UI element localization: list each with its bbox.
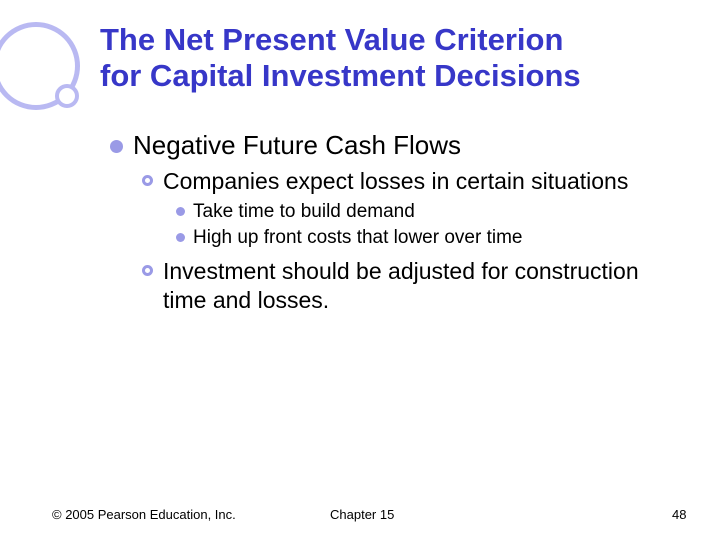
slide: The Net Present Value Criterion for Capi… xyxy=(0,0,720,540)
level2-group: Companies expect losses in certain situa… xyxy=(142,167,670,315)
disc-bullet-icon xyxy=(176,207,185,216)
bullet-level3: Take time to build demand xyxy=(176,200,670,224)
bullet-level2: Investment should be adjusted for constr… xyxy=(142,257,670,315)
bullet-level3: High up front costs that lower over time xyxy=(176,226,670,250)
bullet-text: Negative Future Cash Flows xyxy=(133,130,461,161)
bullet-text: Investment should be adjusted for constr… xyxy=(163,257,670,315)
slide-body: Negative Future Cash Flows Companies exp… xyxy=(110,130,670,319)
bullet-level2: Companies expect losses in certain situa… xyxy=(142,167,670,196)
bullet-text: Take time to build demand xyxy=(193,200,415,224)
footer-left: © 2005 Pearson Education, Inc. xyxy=(52,507,236,522)
circle-bullet-icon xyxy=(142,175,153,186)
circle-bullet-icon xyxy=(142,265,153,276)
slide-title: The Net Present Value Criterion for Capi… xyxy=(100,22,581,93)
bullet-level1: Negative Future Cash Flows xyxy=(110,130,670,161)
footer-center: Chapter 15 xyxy=(330,507,394,522)
bullet-text: Companies expect losses in certain situa… xyxy=(163,167,628,196)
level3-group: Take time to build demand High up front … xyxy=(176,200,670,250)
footer-right: 48 xyxy=(672,507,686,522)
disc-bullet-icon xyxy=(176,233,185,242)
title-line-1: The Net Present Value Criterion xyxy=(100,22,581,58)
decor-small-circle xyxy=(55,84,79,108)
bullet-text: High up front costs that lower over time xyxy=(193,226,522,250)
disc-bullet-icon xyxy=(110,140,123,153)
title-line-2: for Capital Investment Decisions xyxy=(100,58,581,94)
